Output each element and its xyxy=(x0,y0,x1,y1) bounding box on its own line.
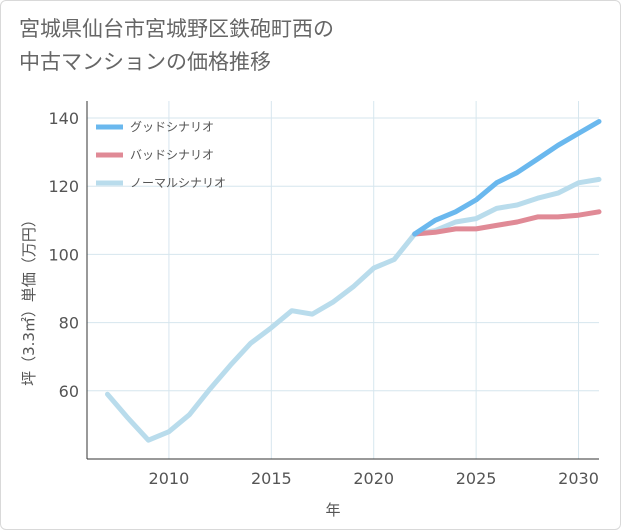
legend-label-good: グッドシナリオ xyxy=(130,120,214,134)
y-tick-label: 120 xyxy=(48,177,79,196)
x-tick-label: 2020 xyxy=(353,469,394,488)
series-line-normal xyxy=(105,176,602,443)
chart-title-line1: 宮城県仙台市宮城野区鉄砲町西の xyxy=(19,17,334,41)
x-tick-label: 2015 xyxy=(251,469,292,488)
x-tick-label: 2025 xyxy=(456,469,497,488)
legend-label-normal: ノーマルシナリオ xyxy=(130,176,226,190)
y-axis-label: 坪（3.3㎡）単価（万円） xyxy=(20,212,38,386)
x-tick-label: 2030 xyxy=(558,469,599,488)
series-lines xyxy=(105,119,602,443)
x-tick-label: 2010 xyxy=(149,469,190,488)
y-tick-labels: 60 80 100 120 140 xyxy=(48,109,79,401)
y-tick-label: 140 xyxy=(48,109,79,128)
legend-label-bad: バッドシナリオ xyxy=(130,148,214,162)
y-tick-label: 100 xyxy=(48,245,79,264)
y-tick-label: 80 xyxy=(59,314,79,333)
chart-title: 宮城県仙台市宮城野区鉄砲町西の 中古マンションの価格推移 xyxy=(19,13,334,79)
series-line-good xyxy=(412,119,602,237)
x-tick-labels: 2010 2015 2020 2025 2030 xyxy=(149,469,599,488)
y-gridlines xyxy=(87,117,599,392)
series-line-bad xyxy=(412,209,602,237)
axes xyxy=(86,101,599,460)
y-tick-label: 60 xyxy=(59,382,79,401)
x-gridlines xyxy=(168,101,580,459)
chart-title-line2: 中古マンションの価格推移 xyxy=(19,50,271,74)
x-axis-label: 年 xyxy=(325,501,340,519)
